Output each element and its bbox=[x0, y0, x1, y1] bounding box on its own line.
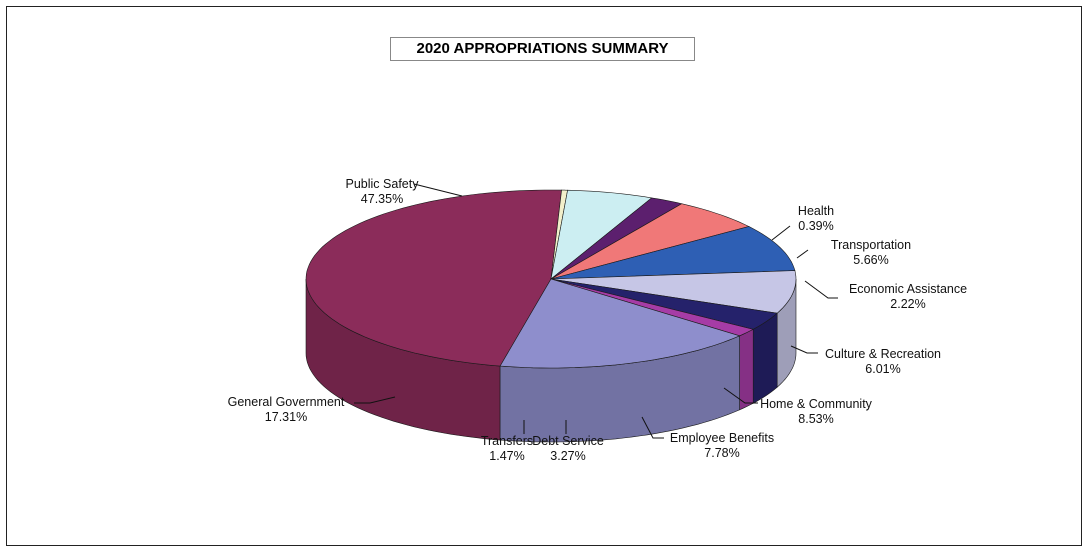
slice-label-name: General Government bbox=[227, 395, 345, 409]
leader-line-economic-assistance bbox=[804, 280, 838, 299]
slice-label-name: Home & Community bbox=[760, 397, 872, 411]
slice-label-name: Economic Assistance bbox=[848, 282, 968, 296]
slice-label-name: Culture & Recreation bbox=[824, 347, 942, 361]
leader-line-general-government bbox=[354, 396, 396, 404]
slice-label-name: Transfers bbox=[480, 434, 534, 448]
slice-label-transfers: Transfers 1.47% bbox=[474, 434, 540, 464]
leader-line-employee-benefits bbox=[641, 416, 664, 439]
slice-label-percent: 47.35% bbox=[360, 192, 404, 206]
slice-label-economic-assistance: Economic Assistance 2.22% bbox=[838, 282, 978, 312]
slice-label-name: Public Safety bbox=[345, 177, 419, 191]
slice-label-percent: 3.27% bbox=[550, 449, 586, 463]
pie-slice-transportation bbox=[550, 189, 653, 280]
pie-slice-debt-service bbox=[550, 278, 778, 330]
slice-label-percent: 17.31% bbox=[264, 410, 308, 424]
slice-label-name: Health bbox=[797, 204, 835, 218]
slice-label-health: Health 0.39% bbox=[792, 204, 840, 234]
slice-label-culture-recreation: Culture & Recreation 6.01% bbox=[818, 347, 948, 377]
slice-label-percent: 2.22% bbox=[890, 297, 926, 311]
slice-label-percent: 7.78% bbox=[704, 446, 740, 460]
slice-label-public-safety: Public Safety 47.35% bbox=[328, 177, 436, 207]
pie-slice-home-community bbox=[550, 226, 796, 280]
pie-slice-economic-assistance bbox=[550, 197, 683, 280]
leader-line-culture-recreation bbox=[790, 345, 818, 354]
slice-label-percent: 1.47% bbox=[489, 449, 525, 463]
leader-line-health bbox=[771, 225, 791, 241]
slice-label-general-government: General Government 17.31% bbox=[218, 395, 354, 425]
leader-line-home-community bbox=[723, 387, 758, 404]
pie-slice-public-safety bbox=[305, 189, 562, 367]
pie-slice-employee-benefits bbox=[550, 270, 797, 314]
pie-chart bbox=[305, 183, 838, 443]
slice-label-name: Debt Service bbox=[532, 434, 604, 448]
slice-label-debt-service: Debt Service 3.27% bbox=[527, 434, 609, 464]
pie-slice-transfers bbox=[550, 278, 755, 337]
leader-line-transportation bbox=[796, 249, 809, 259]
pie-slice-culture-recreation bbox=[550, 203, 750, 280]
pie-side-transfers bbox=[739, 328, 754, 411]
slice-label-home-community: Home & Community 8.53% bbox=[758, 397, 874, 427]
slice-label-name: Employee Benefits bbox=[669, 431, 775, 445]
slice-label-percent: 6.01% bbox=[865, 362, 901, 376]
chart-title: 2020 APPROPRIATIONS SUMMARY bbox=[390, 37, 695, 61]
slice-label-transportation: Transportation 5.66% bbox=[810, 238, 932, 268]
pie-slice-general-government bbox=[499, 278, 741, 369]
slice-label-employee-benefits: Employee Benefits 7.78% bbox=[664, 431, 780, 461]
slice-label-percent: 8.53% bbox=[798, 412, 834, 426]
leader-line-public-safety bbox=[413, 183, 463, 197]
slice-label-percent: 5.66% bbox=[853, 253, 889, 267]
slice-label-name: Transportation bbox=[830, 238, 912, 252]
slice-label-percent: 0.39% bbox=[798, 219, 834, 233]
